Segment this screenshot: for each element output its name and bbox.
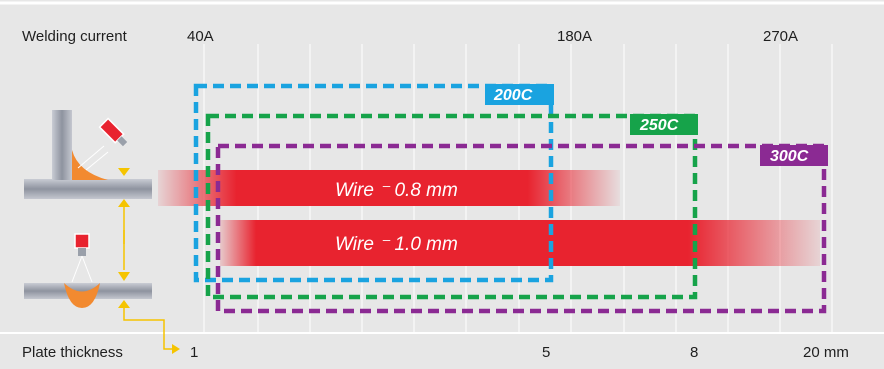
range-box-200c <box>193 83 554 283</box>
model-label-200c: 200C <box>493 87 533 104</box>
model-label-250c: 250C <box>639 117 679 134</box>
welding-current-label: Welding current <box>22 28 128 45</box>
range-box-250c <box>205 113 698 300</box>
thickness-tick-8: 8 <box>690 344 698 361</box>
model-label-300c: 300C <box>770 148 809 165</box>
current-tick-180a: 180A <box>557 28 592 45</box>
plate-thickness-label: Plate thickness <box>22 344 123 361</box>
wire-label-0.8: Wire ⁻ 0.8 mm <box>335 180 458 201</box>
thickness-tick-1: 1 <box>190 344 198 361</box>
model-tag-250c <box>630 114 698 135</box>
wire-band-0.8 <box>158 170 620 206</box>
model-tag-200c <box>485 84 554 105</box>
wire-label-1.0: Wire ⁻ 1.0 mm <box>335 234 458 255</box>
model-tag-300c <box>760 145 828 166</box>
fillet-weld-icon <box>24 110 152 207</box>
butt-weld-icon <box>24 233 152 308</box>
thickness-arrow-icon <box>172 344 180 354</box>
range-box-300c <box>215 143 827 314</box>
current-tick-40a: 40A <box>187 28 214 45</box>
thickness-tick-20mm: 20 mm <box>803 344 849 361</box>
current-tick-270a: 270A <box>763 28 798 45</box>
wire-band-1.0 <box>220 220 820 266</box>
thickness-tick-5: 5 <box>542 344 550 361</box>
leader-lines <box>123 207 178 350</box>
